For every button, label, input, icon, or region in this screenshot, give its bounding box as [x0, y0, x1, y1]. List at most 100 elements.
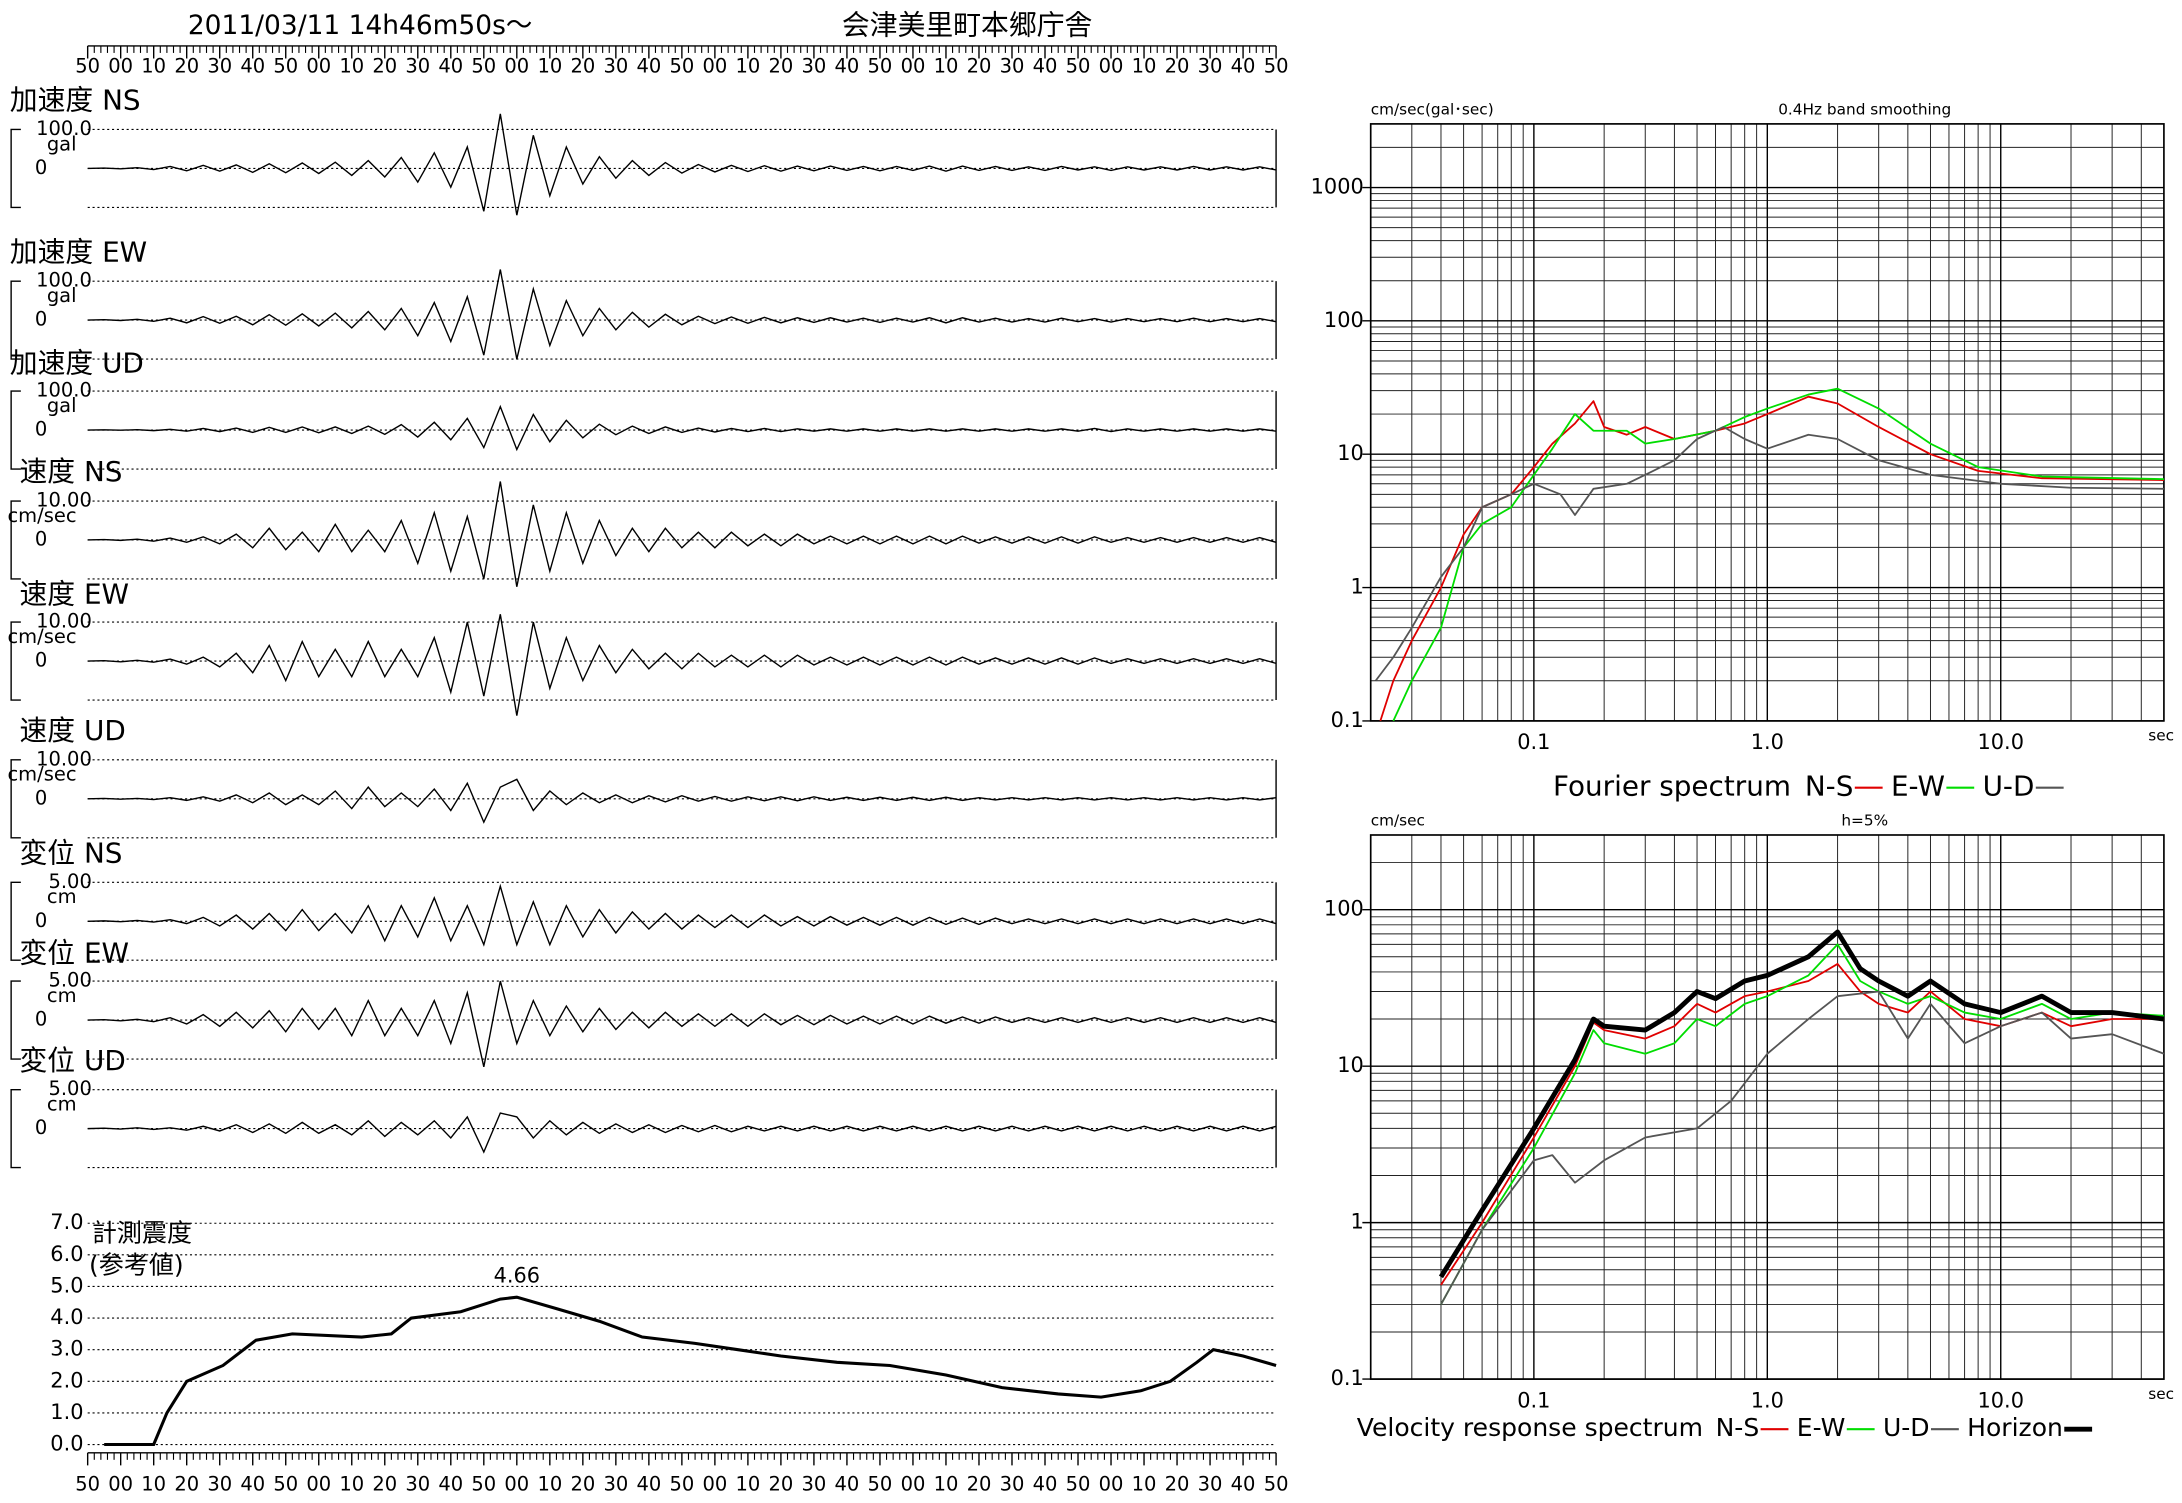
spectrum-line	[1440, 963, 2164, 1286]
y-tick-label: 0.1	[1331, 708, 1364, 732]
time-tick-label: 20	[769, 54, 794, 77]
y-tick-label: 0	[35, 156, 47, 179]
panel-bracket	[10, 500, 21, 580]
time-tick-label: 00	[1099, 54, 1124, 77]
time-tick-label: 40	[1033, 54, 1058, 77]
y-tick-label: 100	[1324, 308, 1364, 332]
time-tick-label: 20	[769, 1472, 794, 1495]
spectrum-line	[1438, 929, 2165, 1279]
legend-label: U-D	[1983, 770, 2035, 803]
legend-label: E-W	[1797, 1413, 1846, 1442]
header-datetime: 2011/03/11 14h46m50s〜	[188, 10, 532, 41]
panel-label: 加速度 EW	[10, 235, 147, 268]
spectrum-line	[1440, 943, 2164, 1305]
legend-label: Horizon	[1967, 1413, 2063, 1442]
time-tick-label: 10	[339, 54, 364, 77]
time-tick-label: 20	[372, 1472, 397, 1495]
annotation: 4.66	[494, 1263, 540, 1287]
y-tick-label: 1.0	[50, 1400, 83, 1424]
panel-label: 速度 NS	[19, 455, 122, 488]
y-tick-label: 0	[35, 1116, 47, 1139]
unit-label: gal	[47, 132, 77, 155]
time-tick-label: 20	[1165, 1472, 1190, 1495]
time-tick-label: 30	[1198, 54, 1223, 77]
time-tick-label: 20	[174, 54, 199, 77]
time-tick-label: 50	[1264, 54, 1289, 77]
chart-subtitle: h=5%	[1841, 812, 1888, 830]
y-tick-label: 4.0	[50, 1305, 83, 1329]
y-tick-label: 0	[35, 418, 47, 441]
y-tick-label: 10	[1337, 1053, 1364, 1077]
panel-label: 変位 NS	[19, 836, 122, 869]
waveform-trace	[87, 883, 1277, 947]
y-tick-label: 1	[1350, 1210, 1363, 1234]
y-tick-label: 6.0	[50, 1242, 83, 1266]
waveform-trace	[87, 113, 1277, 216]
y-tick-label: 2.0	[50, 1368, 83, 1392]
intensity-note: (参考値)	[89, 1250, 184, 1279]
time-tick-label: 10	[736, 1472, 761, 1495]
y-tick-label: 0	[35, 786, 47, 809]
time-tick-label: 30	[207, 54, 232, 77]
time-tick-label: 00	[1099, 1472, 1124, 1495]
unit-label: cm	[47, 1092, 77, 1115]
time-tick-label: 10	[736, 54, 761, 77]
panel-bracket	[10, 280, 21, 360]
time-tick-label: 10	[141, 1472, 166, 1495]
y-tick-label: 100	[1324, 897, 1364, 921]
y-tick-label: 10.00	[36, 610, 92, 633]
panel-bracket	[10, 621, 21, 701]
y-tick-label: 10.00	[36, 489, 92, 512]
time-tick-label: 30	[405, 1472, 430, 1495]
x-tick-label: 1.0	[1751, 730, 1784, 754]
time-tick-label: 40	[240, 1472, 265, 1495]
y-tick-label: 0.1	[1331, 1366, 1364, 1390]
time-tick-label: 20	[570, 54, 595, 77]
y-tick-label: 0	[35, 909, 47, 932]
legend-label: E-W	[1891, 770, 1945, 803]
time-tick-label: 50	[75, 54, 100, 77]
time-tick-label: 00	[702, 54, 727, 77]
unit-label: gal	[47, 394, 77, 417]
waveform-trace	[87, 404, 1277, 452]
time-tick-label: 50	[1264, 1472, 1289, 1495]
time-tick-label: 10	[537, 54, 562, 77]
time-tick-label: 00	[901, 54, 926, 77]
time-tick-label: 10	[537, 1472, 562, 1495]
waveform-trace	[87, 269, 1277, 360]
time-tick-label: 10	[1132, 1472, 1157, 1495]
time-tick-label: 10	[934, 1472, 959, 1495]
plot-frame	[1369, 834, 2165, 1380]
time-tick-label: 50	[471, 54, 496, 77]
waveform-trace	[87, 614, 1277, 716]
spectrum-line	[1392, 387, 2164, 722]
y-tick-label: 10	[1337, 441, 1364, 465]
intensity-curve	[104, 1295, 1277, 1447]
x-tick-label: 10.0	[1978, 1388, 2024, 1412]
panel-bracket	[10, 1088, 21, 1169]
spectrum-line	[1374, 426, 2164, 682]
x-tick-label: 0.1	[1517, 730, 1550, 754]
panel-label: 加速度 NS	[10, 84, 141, 117]
panel-bracket	[10, 128, 21, 209]
time-tick-label: 40	[240, 54, 265, 77]
y-tick-label: 3.0	[50, 1337, 83, 1361]
panel-label: 速度 UD	[19, 714, 125, 747]
time-tick-label: 30	[802, 54, 827, 77]
time-tick-label: 00	[504, 54, 529, 77]
y-tick-label: 100.0	[36, 117, 92, 140]
time-tick-label: 50	[868, 1472, 893, 1495]
intensity-label: 計測震度	[92, 1218, 192, 1247]
y-tick-label: 5.0	[50, 1273, 83, 1297]
time-tick-label: 50	[75, 1472, 100, 1495]
waveform-trace	[87, 778, 1277, 824]
time-tick-label: 20	[174, 1472, 199, 1495]
time-tick-label: 10	[934, 54, 959, 77]
legend-title: Velocity response spectrum	[1357, 1413, 1703, 1442]
time-tick-label: 50	[868, 54, 893, 77]
time-tick-label: 10	[339, 1472, 364, 1495]
time-tick-label: 30	[1000, 54, 1025, 77]
y-tick-label: 0	[35, 308, 47, 331]
panel-label: 速度 EW	[19, 578, 129, 611]
